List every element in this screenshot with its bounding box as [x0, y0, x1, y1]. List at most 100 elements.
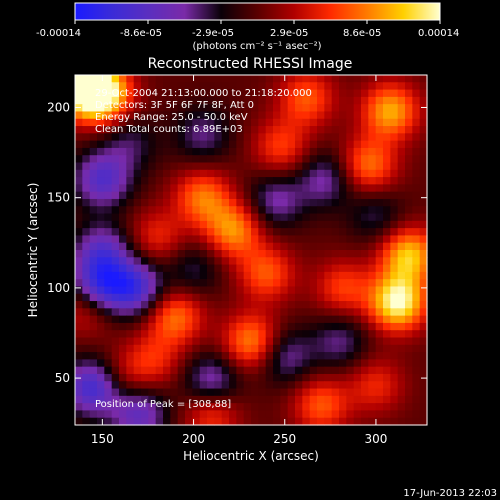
heatmap-cell [82, 89, 91, 98]
heatmap-cell [287, 198, 296, 207]
heatmap-cell [280, 330, 289, 339]
heatmap-cell [148, 162, 157, 171]
heatmap-cell [412, 162, 421, 171]
heatmap-cell [280, 352, 289, 360]
heatmap-cell [119, 417, 127, 426]
heatmap-cell [236, 147, 245, 156]
annotation-energy-range: Energy Range: 25.0 - 50.0 keV [95, 112, 248, 123]
heatmap-cell [214, 213, 223, 222]
heatmap-cell [383, 395, 391, 404]
heatmap-cell [397, 315, 406, 324]
heatmap-cell [302, 293, 311, 302]
heatmap-cell [229, 140, 237, 149]
heatmap-cell [258, 177, 267, 185]
heatmap-cell [390, 220, 399, 229]
heatmap-cell [104, 322, 113, 331]
heatmap-cell [82, 403, 91, 412]
heatmap-cell [273, 198, 281, 207]
colorbar-tick-label: -0.00014 [36, 28, 81, 39]
heatmap-cell [346, 235, 355, 244]
heatmap-cell [236, 315, 245, 324]
heatmap-cell [119, 403, 127, 412]
heatmap-cell [397, 264, 406, 273]
heatmap-cell [346, 242, 355, 251]
heatmap-cell [192, 96, 201, 105]
heatmap-cell [375, 177, 384, 185]
heatmap-cell [346, 315, 355, 324]
heatmap-cell [97, 191, 105, 200]
heatmap-cell [368, 359, 377, 368]
heatmap-cell [75, 322, 83, 331]
heatmap-cell [383, 133, 391, 142]
heatmap-cell [317, 177, 325, 185]
heatmap-cell [419, 184, 428, 193]
heatmap-cell [302, 111, 311, 120]
heatmap-cell [104, 184, 113, 193]
heatmap-cell [243, 322, 252, 331]
heatmap-cell [339, 381, 347, 390]
heatmap-cell [353, 133, 362, 142]
heatmap-cell [163, 162, 171, 171]
heatmap-cell [221, 395, 230, 404]
heatmap-cell [412, 410, 421, 419]
heatmap-cell [324, 359, 333, 368]
heatmap-cell [170, 250, 179, 258]
heatmap-cell [280, 177, 289, 185]
heatmap-cell [295, 279, 303, 288]
heatmap-cell [141, 177, 149, 185]
heatmap-cell [199, 169, 208, 178]
heatmap-cell [126, 191, 135, 200]
heatmap-cell [89, 373, 98, 382]
heatmap-cell [126, 359, 135, 368]
heatmap-cell [368, 213, 377, 222]
heatmap-cell [265, 388, 274, 397]
heatmap-cell [155, 242, 164, 251]
heatmap-cell [375, 337, 384, 346]
heatmap-cell [177, 213, 186, 222]
heatmap-cell [324, 388, 333, 397]
heatmap-cell [258, 388, 267, 397]
heatmap-cell [419, 242, 428, 251]
heatmap-cell [295, 96, 303, 105]
heatmap-cell [397, 104, 406, 113]
heatmap-cell [89, 293, 98, 302]
heatmap-cell [119, 198, 127, 207]
heatmap-cell [111, 257, 120, 266]
heatmap-cell [405, 373, 413, 382]
heatmap-cell [214, 89, 223, 98]
heatmap-cell [163, 75, 171, 83]
heatmap-cell [302, 198, 311, 207]
heatmap-cell [405, 133, 413, 142]
heatmap-cell [353, 293, 362, 302]
heatmap-cell [309, 82, 318, 91]
heatmap-cell [317, 75, 325, 83]
heatmap-cell [390, 250, 399, 258]
heatmap-cell [133, 111, 142, 120]
heatmap-cell [258, 82, 267, 91]
heatmap-cell [104, 344, 113, 353]
heatmap-cell [302, 417, 311, 426]
heatmap-cell [89, 155, 98, 164]
heatmap-cell [192, 279, 201, 288]
heatmap-cell [405, 242, 413, 251]
heatmap-cell [199, 177, 208, 185]
heatmap-cell [295, 330, 303, 339]
heatmap-cell [192, 337, 201, 346]
heatmap-cell [412, 359, 421, 368]
heatmap-cell [265, 228, 274, 237]
heatmap-cell [324, 184, 333, 193]
heatmap-cell [295, 301, 303, 309]
heatmap-cell [148, 337, 157, 346]
heatmap-cell [214, 337, 223, 346]
heatmap-cell [280, 82, 289, 91]
heatmap-cell [302, 118, 311, 127]
heatmap-cell [111, 395, 120, 404]
heatmap-cell [353, 118, 362, 127]
heatmap-cell [280, 301, 289, 309]
heatmap-cell [375, 388, 384, 397]
heatmap-cell [412, 242, 421, 251]
heatmap-cell [309, 96, 318, 105]
heatmap-cell [126, 220, 135, 229]
heatmap-cell [265, 75, 274, 83]
heatmap-cell [185, 96, 193, 105]
